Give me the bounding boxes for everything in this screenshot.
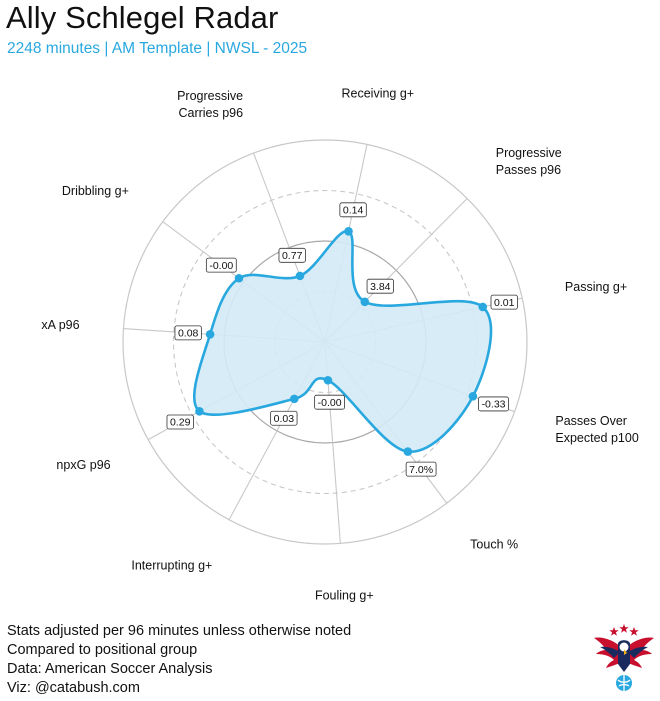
axis-label: Dribbling g+ — [62, 184, 129, 198]
axis-label: xA p96 — [41, 318, 79, 332]
axis-label-line: Progressive — [496, 146, 562, 160]
data-point — [468, 392, 478, 401]
axis-label: Progressive Passes p96 — [496, 146, 562, 177]
axis-label: Passes Over Expected p100 — [555, 414, 638, 445]
value-label: -0.00 — [205, 257, 237, 273]
axis-label: Progressive Carries p96 — [177, 89, 243, 120]
axis-label-line: Touch % — [470, 538, 518, 552]
value-label-text: 0.29 — [170, 417, 191, 429]
value-label: 0.77 — [278, 247, 306, 263]
value-label-text: 7.0% — [409, 464, 433, 476]
footer-notes: Stats adjusted per 96 minutes unless oth… — [7, 622, 351, 698]
radar-ring — [122, 139, 528, 545]
logo-stars — [609, 624, 639, 636]
value-label: 0.14 — [339, 202, 367, 218]
footer-note: Viz: @catabush.com — [7, 680, 140, 696]
value-label: 0.29 — [166, 414, 194, 430]
axis-label-line: Dribbling g+ — [62, 184, 129, 198]
logo-head — [618, 640, 630, 672]
value-label-box — [166, 414, 194, 430]
value-label: 7.0% — [405, 461, 437, 477]
axis-label-line: npxG p96 — [56, 458, 110, 472]
axis-label-line: Expected p100 — [555, 431, 638, 445]
value-label-text: -0.00 — [318, 397, 342, 409]
eagle-logo — [594, 624, 654, 691]
axis-label: Passing g+ — [565, 280, 627, 294]
axis-label-line: Carries p96 — [178, 106, 243, 120]
value-label-text: 0.08 — [178, 328, 199, 340]
value-label-box — [366, 278, 394, 294]
footer-note: Stats adjusted per 96 minutes unless oth… — [7, 623, 352, 639]
footer-note: Compared to positional group — [7, 642, 198, 658]
value-label-box — [490, 294, 518, 310]
axis-label-line: Interrupting g+ — [131, 559, 212, 573]
data-point — [323, 375, 333, 385]
axis-label: Touch % — [470, 538, 518, 552]
value-label-box — [174, 325, 202, 341]
value-label-box — [205, 257, 237, 273]
value-label: -0.00 — [314, 394, 345, 410]
value-label-text: -0.00 — [209, 260, 233, 272]
axis-label: Receiving g+ — [341, 87, 414, 101]
footer-note: Data: American Soccer Analysis — [7, 661, 213, 677]
data-point — [289, 394, 299, 404]
value-label-box — [405, 461, 437, 477]
data-point — [344, 227, 353, 236]
value-label-text: -0.33 — [482, 399, 506, 411]
axis-label-line: xA p96 — [41, 318, 79, 332]
data-point — [360, 297, 370, 307]
value-label: 0.08 — [174, 325, 202, 341]
value-label-text: 0.77 — [282, 250, 303, 262]
data-point — [403, 447, 413, 456]
value-label-box — [314, 394, 345, 410]
value-label-text: 3.84 — [370, 281, 391, 293]
axis-label-line: Passing g+ — [565, 280, 627, 294]
axis-label: Interrupting g+ — [131, 559, 212, 573]
chart-title: Ally Schlegel Radar — [6, 0, 279, 35]
data-point — [234, 273, 244, 283]
data-point — [295, 271, 305, 281]
axis-label-line: Passes Over — [555, 414, 627, 428]
value-label-box — [339, 202, 367, 218]
value-label-text: 0.03 — [274, 413, 295, 425]
logo-wings — [594, 637, 654, 668]
axis-label: Fouling g+ — [315, 588, 374, 602]
value-label-text: 0.01 — [494, 297, 515, 309]
axis-label-line: Receiving g+ — [341, 87, 414, 101]
data-point — [205, 330, 215, 339]
value-label: 3.84 — [366, 278, 394, 294]
axis-label-line: Progressive — [177, 89, 243, 103]
value-label: 0.01 — [490, 294, 518, 310]
value-label: 0.03 — [270, 410, 298, 426]
value-label-box — [478, 396, 509, 412]
logo-ball — [616, 675, 632, 691]
axis-label-line: Fouling g+ — [315, 588, 374, 602]
radar-area — [193, 230, 493, 453]
value-label-box — [270, 410, 298, 426]
value-label-text: 0.14 — [343, 205, 364, 217]
chart-subtitle: 2248 minutes | AM Template | NWSL - 2025 — [7, 40, 308, 57]
data-point — [478, 302, 488, 312]
value-label: -0.33 — [478, 396, 509, 412]
data-point — [195, 407, 204, 416]
axis-label: npxG p96 — [56, 458, 110, 472]
axis-label-line: Passes p96 — [496, 163, 561, 177]
value-label-box — [278, 247, 306, 263]
